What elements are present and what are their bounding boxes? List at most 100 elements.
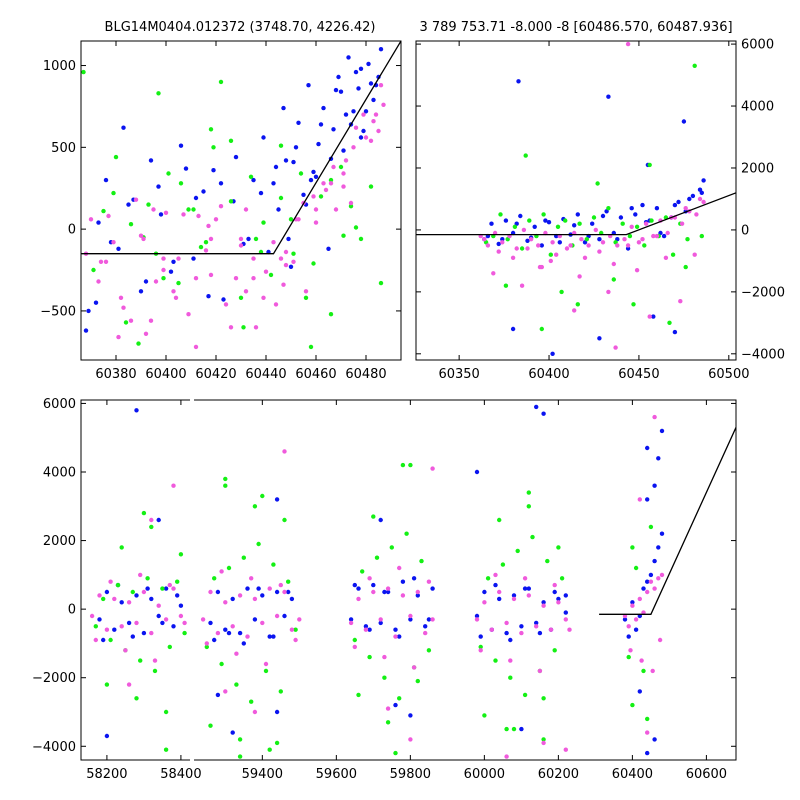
magenta-data-point — [263, 269, 269, 274]
green-data-point — [288, 217, 294, 222]
magenta-data-point — [692, 252, 697, 257]
x-tick-label: 60200 — [538, 767, 579, 782]
magenta-data-point — [656, 576, 661, 581]
blue-data-point — [321, 105, 326, 111]
blue-data-point — [699, 190, 704, 195]
magenta-data-point — [665, 230, 670, 236]
blue-data-point — [211, 168, 216, 173]
magenta-data-point — [679, 221, 685, 226]
magenta-data-point — [622, 237, 627, 242]
magenta-data-point — [141, 236, 146, 242]
model-fit-line — [81, 41, 401, 255]
green-data-point — [548, 252, 553, 257]
green-data-point — [539, 326, 544, 332]
magenta-data-point — [273, 302, 279, 307]
magenta-data-point — [296, 217, 301, 222]
green-data-point — [485, 576, 491, 581]
blue-data-point — [600, 213, 606, 219]
green-data-point — [113, 154, 119, 160]
magenta-data-point — [297, 617, 302, 622]
blue-data-point — [408, 617, 413, 622]
magenta-data-point — [163, 617, 169, 622]
magenta-data-point — [141, 589, 147, 595]
magenta-data-point — [694, 212, 699, 217]
x-tick-label: 60350 — [438, 367, 479, 382]
magenta-data-point — [283, 262, 289, 268]
y-tick-label: 2000 — [741, 161, 774, 176]
blue-data-point — [368, 81, 374, 86]
green-data-point — [278, 143, 284, 148]
magenta-data-point — [289, 627, 295, 632]
green-data-point — [161, 276, 166, 281]
green-data-point — [104, 682, 110, 687]
green-data-point — [397, 696, 402, 701]
top-left-panel-title: BLG14M0404.012372 (3748.70, 4226.42) — [105, 20, 376, 35]
magenta-data-point — [552, 582, 557, 588]
blue-data-point — [550, 351, 555, 356]
magenta-data-point — [497, 589, 502, 595]
blue-data-point — [659, 531, 665, 536]
magenta-data-point — [537, 264, 543, 270]
magenta-data-point — [652, 586, 657, 591]
blue-data-point — [654, 206, 660, 211]
blue-data-point — [400, 579, 406, 584]
blue-data-point — [286, 236, 291, 242]
blue-data-point — [681, 119, 687, 124]
blue-data-point — [630, 600, 635, 605]
green-data-point — [134, 696, 139, 701]
green-data-point — [648, 524, 654, 530]
blue-data-point — [274, 589, 280, 595]
x-tick-label: 60420 — [195, 367, 236, 382]
green-data-point — [286, 579, 291, 584]
green-data-point — [642, 243, 647, 248]
magenta-data-point — [223, 600, 228, 605]
blue-data-point — [572, 223, 577, 228]
blue-data-point — [296, 120, 301, 126]
magenta-data-point — [537, 668, 543, 674]
blue-data-point — [645, 497, 650, 502]
green-data-point — [497, 517, 502, 523]
blue-data-point — [201, 189, 206, 194]
green-data-point — [649, 218, 654, 223]
green-data-point — [627, 233, 633, 239]
magenta-data-point — [112, 596, 117, 602]
green-data-point — [508, 675, 513, 680]
blue-data-point — [221, 297, 226, 302]
magenta-data-point — [541, 740, 546, 746]
blue-data-point — [504, 630, 509, 636]
y-tick-label: 6000 — [741, 38, 774, 53]
magenta-data-point — [208, 236, 214, 242]
magenta-data-point — [204, 641, 209, 646]
green-data-point — [367, 654, 372, 660]
green-data-point — [685, 237, 690, 242]
magenta-data-point — [657, 637, 663, 643]
magenta-data-point — [554, 252, 559, 257]
green-data-point — [683, 264, 688, 270]
blue-data-point — [378, 517, 383, 523]
blue-data-point — [552, 589, 557, 595]
green-data-point — [371, 514, 376, 519]
green-data-point — [145, 576, 150, 581]
green-data-point — [267, 747, 272, 752]
magenta-data-point — [149, 630, 154, 636]
blue-data-point — [478, 634, 483, 639]
magenta-data-point — [491, 271, 496, 276]
blue-data-point — [426, 617, 432, 622]
green-data-point — [541, 737, 546, 742]
y-tick-label: 4000 — [741, 100, 774, 115]
green-data-point — [298, 171, 304, 176]
magenta-data-point — [215, 630, 221, 636]
blue-data-point — [363, 624, 369, 629]
green-data-point — [522, 692, 528, 698]
green-data-point — [530, 534, 535, 540]
blue-data-point — [246, 236, 251, 242]
blue-data-point — [651, 314, 656, 319]
blue-data-point — [652, 737, 657, 742]
green-data-point — [237, 754, 243, 759]
magenta-data-point — [328, 181, 334, 186]
blue-data-point — [382, 589, 387, 595]
blue-data-point — [415, 593, 420, 598]
magenta-data-point — [361, 112, 366, 117]
blue-data-point — [311, 169, 316, 175]
magenta-data-point — [508, 658, 513, 663]
